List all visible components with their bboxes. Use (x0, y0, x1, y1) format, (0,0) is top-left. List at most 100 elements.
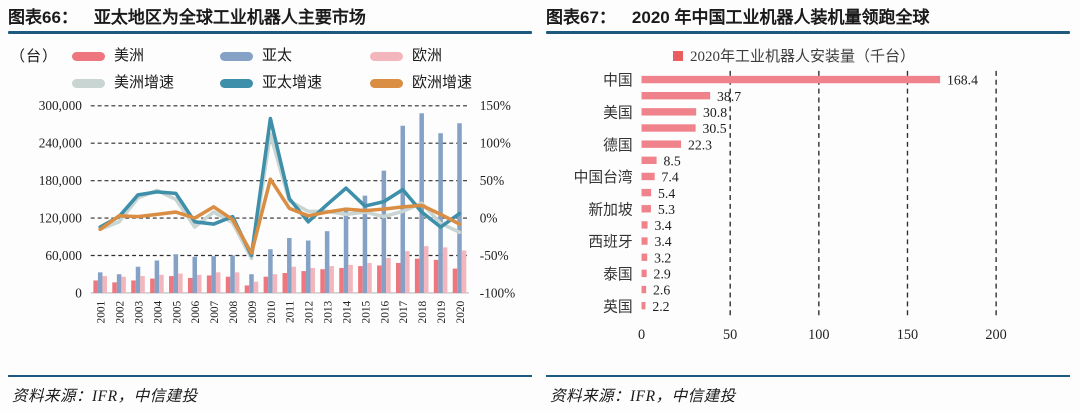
figure-66-panel: 图表66： 亚太地区为全球工业机器人主要市场 （台） 美洲 亚太 欧洲 美洲增速 亚太增速… (8, 5, 532, 412)
bar-美洲 (131, 280, 136, 293)
left-chart-legend-row: （台） 美洲 亚太 欧洲 美洲增速 亚太增速 欧洲增速 (10, 47, 532, 92)
category-label: 新加坡 (588, 201, 633, 218)
x-axis-year-label: 2004 (152, 300, 164, 323)
legend-label: 亚太增速 (262, 75, 323, 91)
x-axis-year-label: 2016 (379, 300, 391, 323)
bar-美洲 (358, 266, 363, 293)
x-axis-year-label: 2020 (455, 300, 467, 323)
bar-美洲 (433, 259, 439, 293)
growth-line-欧洲增速 (98, 177, 462, 256)
bar-美洲 (150, 278, 155, 293)
category-label: 西班牙 (588, 234, 632, 251)
bar-美洲 (301, 271, 306, 293)
x-axis-year-label: 2001 (96, 301, 108, 324)
x-axis-year-label: 2014 (341, 300, 353, 323)
bar-value-label: 2.2 (652, 299, 669, 314)
bar-亚太 (192, 256, 198, 293)
bar-欧洲 (386, 257, 391, 293)
bar-value-label: 3.4 (654, 234, 671, 249)
growth-line-亚太增速 (98, 116, 462, 258)
bar-亚太 (230, 255, 235, 293)
bar-value-label: 2.9 (654, 267, 671, 282)
x-axis-year-label: 2015 (360, 300, 372, 323)
bar-欧洲 (442, 247, 448, 293)
bar-欧洲 (121, 276, 126, 293)
legend-label: 亚太 (262, 48, 293, 64)
bar-value-label: 5.3 (658, 202, 675, 217)
bar-value-label: 8.5 (664, 153, 681, 168)
bar-row (641, 75, 941, 84)
bar-美洲 (112, 282, 117, 293)
legend-item: 美洲增速 (72, 74, 220, 92)
y-right-tick-label: -100% (480, 285, 515, 300)
bar-美洲 (282, 272, 288, 293)
x-axis-year-label: 2008 (228, 300, 240, 323)
legend-swatch (370, 51, 403, 61)
bar-value-label: 7.4 (662, 170, 679, 185)
x-axis-year-label: 2002 (115, 300, 127, 323)
bar-value-label: 5.4 (658, 186, 675, 201)
figure-67-title: 2020 年中国工业机器人装机量领跑全球 (631, 8, 930, 27)
figure-66-header: 图表66： 亚太地区为全球工业机器人主要市场 (8, 5, 532, 31)
bar-美洲 (225, 276, 231, 293)
right-hbar-chart: 0 50 100 150 200 168.4 中国 38.730.8 美国 30.522.3 德国 8… (574, 70, 1007, 343)
bar-亚太 (173, 254, 179, 293)
figure-67-label: 图表67： (546, 8, 616, 27)
legend-item: 亚太 (220, 47, 370, 65)
bar-美洲 (320, 269, 325, 293)
x-axis-year-label: 2012 (304, 300, 316, 323)
bar-美洲 (414, 258, 420, 293)
right-chart-legend-label: 2020年工业机器人安装量（千台） (689, 49, 915, 65)
bar-欧洲 (197, 274, 202, 293)
bar-美洲 (187, 277, 193, 293)
bar-欧洲 (461, 250, 467, 293)
bar-亚太 (400, 125, 406, 293)
x-axis-tick-label: 200 (985, 327, 1006, 343)
figure-66-label: 图表66： (8, 8, 78, 27)
x-axis-tick-label: 150 (897, 327, 918, 343)
figure-66-title: 亚太地区为全球工业机器人主要市场 (93, 8, 366, 27)
y-axis-unit-label: （台） (10, 49, 59, 65)
legend-swatch (220, 51, 253, 61)
bar-row (641, 172, 655, 181)
right-chart-legend: 2020年工业机器人安装量（千台） (546, 45, 1042, 66)
bar-欧洲 (102, 276, 107, 293)
bar-row (641, 237, 648, 245)
x-axis-year-label: 2017 (398, 300, 410, 323)
bar-美洲 (377, 265, 382, 293)
y-right-tick-label: 150% (480, 98, 511, 113)
x-axis-year-label: 2006 (190, 300, 202, 323)
bar-欧洲 (423, 246, 429, 293)
bar-value-label: 38.7 (717, 89, 741, 104)
bar-row (641, 188, 652, 197)
x-axis-year-label: 2013 (323, 300, 335, 323)
legend-swatch (220, 78, 253, 88)
source-note: 资料来源：IFR，中信建投 (550, 388, 736, 405)
footer-rule (8, 374, 532, 377)
x-axis-year-label: 2007 (209, 300, 221, 323)
bar-欧洲 (159, 274, 164, 293)
bar-row (641, 205, 651, 213)
bar-欧洲 (291, 266, 297, 293)
legend-square-icon (672, 50, 683, 61)
bar-row (641, 156, 657, 165)
bar-美洲 (452, 268, 458, 293)
bar-欧洲 (234, 272, 240, 293)
bar-亚太 (249, 274, 254, 293)
title-rule (546, 31, 1070, 34)
bar-value-label: 3.4 (654, 218, 671, 233)
bar-value-label: 168.4 (947, 73, 978, 88)
bar-亚太 (211, 256, 216, 293)
y-left-tick-label: 60,000 (45, 248, 82, 263)
category-label: 中国 (603, 72, 633, 89)
bar-row (641, 108, 697, 116)
legend-swatch (72, 78, 105, 88)
title-rule (8, 31, 532, 34)
x-axis-tick-label: 50 (723, 327, 737, 343)
x-axis-year-label: 2005 (171, 300, 183, 323)
category-label: 泰国 (603, 266, 633, 283)
bar-row (641, 301, 646, 310)
bar-value-label: 22.3 (688, 137, 712, 152)
x-axis-tick-label: 100 (808, 327, 829, 343)
bar-row (641, 253, 648, 261)
